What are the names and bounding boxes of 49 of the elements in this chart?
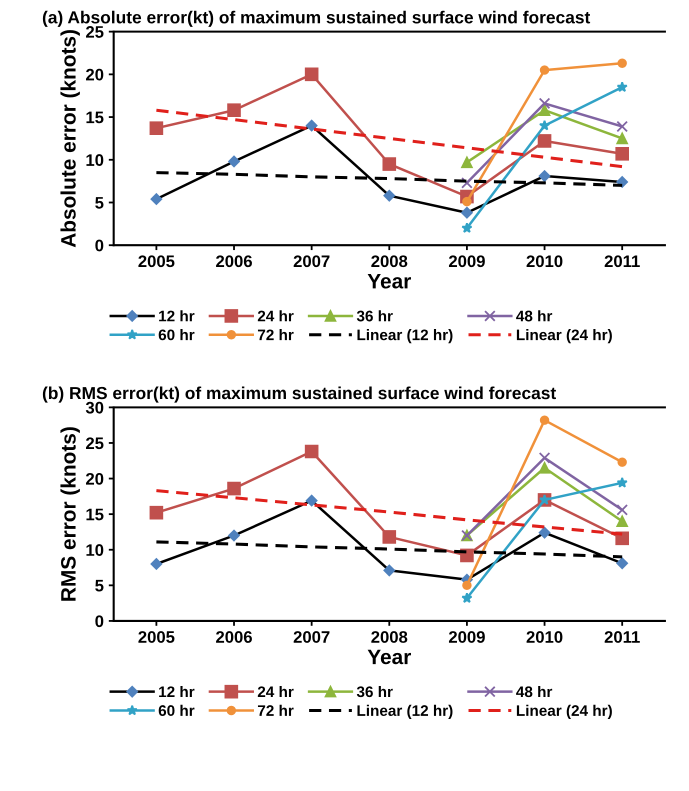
- legend-label: Linear (24 hr): [516, 329, 612, 344]
- x-tick-label: 2008: [371, 255, 408, 268]
- x-axis-title: Year: [368, 650, 411, 664]
- y-tick-label: 5: [95, 197, 104, 209]
- x-tick-label: 2006: [216, 631, 252, 643]
- x-tick-label: 2007: [294, 631, 330, 643]
- x-tick-label: 2005: [138, 255, 174, 268]
- chart-title: (a) Absolute error(kt) of maximum sustained surface wind forecast: [42, 10, 590, 27]
- x-tick-label: 2010: [526, 255, 562, 268]
- x-tick-label: 2006: [216, 255, 252, 268]
- x-tick-label: 2011: [604, 255, 640, 268]
- y-tick-label: 10: [86, 154, 104, 166]
- x-tick-label: 2010: [526, 631, 562, 643]
- y-tick-label: 25: [86, 26, 104, 38]
- legend-label: 72 hr: [258, 329, 294, 340]
- legend-label: Linear (12 hr): [357, 704, 452, 720]
- legend-label: 48 hr: [516, 310, 552, 322]
- legend-label: 12 hr: [159, 686, 194, 698]
- legend-label: 24 hr: [258, 686, 294, 698]
- y-tick-label: 25: [86, 437, 104, 450]
- legend-label: 72 hr: [258, 704, 294, 716]
- x-tick-label: 2009: [448, 631, 485, 643]
- legend-label: 24 hr: [258, 310, 294, 322]
- x-tick-label: 2009: [448, 255, 485, 268]
- legend-label: 36 hr: [356, 686, 393, 698]
- x-tick-label: 2005: [138, 631, 174, 643]
- legend-label: 60 hr: [158, 329, 194, 340]
- legend-label: Linear (12 hr): [357, 329, 452, 344]
- y-axis-title: RMS error (knots): [60, 427, 80, 601]
- y-tick-label: 10: [86, 544, 104, 556]
- y-tick-label: 15: [86, 112, 104, 124]
- x-tick-label: 2011: [604, 631, 640, 643]
- x-tick-label: 2007: [294, 255, 330, 268]
- y-tick-label: 20: [86, 472, 104, 485]
- y-tick-label: 0: [95, 615, 104, 628]
- y-tick-label: 5: [95, 580, 104, 592]
- y-tick-label: 0: [95, 240, 104, 252]
- y-axis-title: Absolute error (knots): [60, 30, 80, 248]
- y-tick-label: 20: [86, 68, 104, 81]
- legend-label: 60 hr: [158, 704, 194, 716]
- legend-label: 36 hr: [356, 310, 393, 322]
- chart-title: (b) RMS error(kt) of maximum sustained surface wind forecast: [42, 386, 556, 403]
- legend-label: 48 hr: [516, 686, 552, 698]
- legend-label: 12 hr: [159, 310, 194, 322]
- x-tick-label: 2008: [371, 631, 408, 643]
- x-axis-title: Year: [368, 274, 411, 289]
- legend-label: Linear (24 hr): [516, 704, 612, 720]
- y-tick-label: 30: [86, 402, 104, 414]
- y-tick-label: 15: [86, 508, 104, 520]
